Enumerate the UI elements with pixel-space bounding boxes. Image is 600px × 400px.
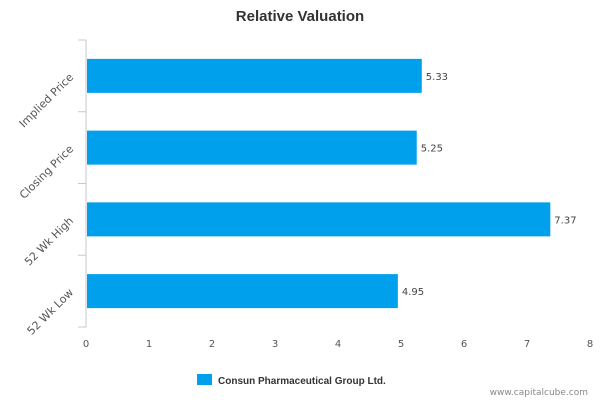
x-tick-label: 3 — [272, 339, 278, 350]
data-label: 7.37 — [554, 215, 576, 226]
x-tick-label: 2 — [209, 339, 215, 350]
credit-text: www.capitalcube.com — [490, 388, 588, 398]
legend: Consun Pharmaceutical Group Ltd. — [197, 374, 386, 387]
bar — [87, 58, 422, 93]
bar — [87, 274, 398, 309]
x-tick-label: 0 — [83, 339, 89, 350]
data-label: 5.25 — [421, 144, 443, 155]
y-tick-label: Closing Price — [17, 142, 76, 201]
x-tick-label: 1 — [146, 339, 152, 350]
data-label: 5.33 — [426, 72, 448, 83]
x-tick-label: 5 — [398, 339, 404, 350]
y-tick-label: Implied Price — [17, 71, 77, 131]
bar — [87, 202, 551, 237]
x-tick-label: 7 — [524, 339, 530, 350]
data-label: 4.95 — [402, 287, 424, 298]
chart-title: Relative Valuation — [236, 8, 364, 25]
legend-swatch — [197, 374, 212, 385]
x-tick-label: 8 — [587, 339, 593, 350]
y-tick-label: 52 Wk High — [22, 214, 76, 268]
bar — [87, 130, 417, 165]
legend-label: Consun Pharmaceutical Group Ltd. — [218, 376, 386, 387]
y-tick-label: 52 Wk Low — [25, 286, 77, 338]
x-tick-label: 4 — [335, 339, 341, 350]
x-tick-label: 6 — [461, 339, 467, 350]
